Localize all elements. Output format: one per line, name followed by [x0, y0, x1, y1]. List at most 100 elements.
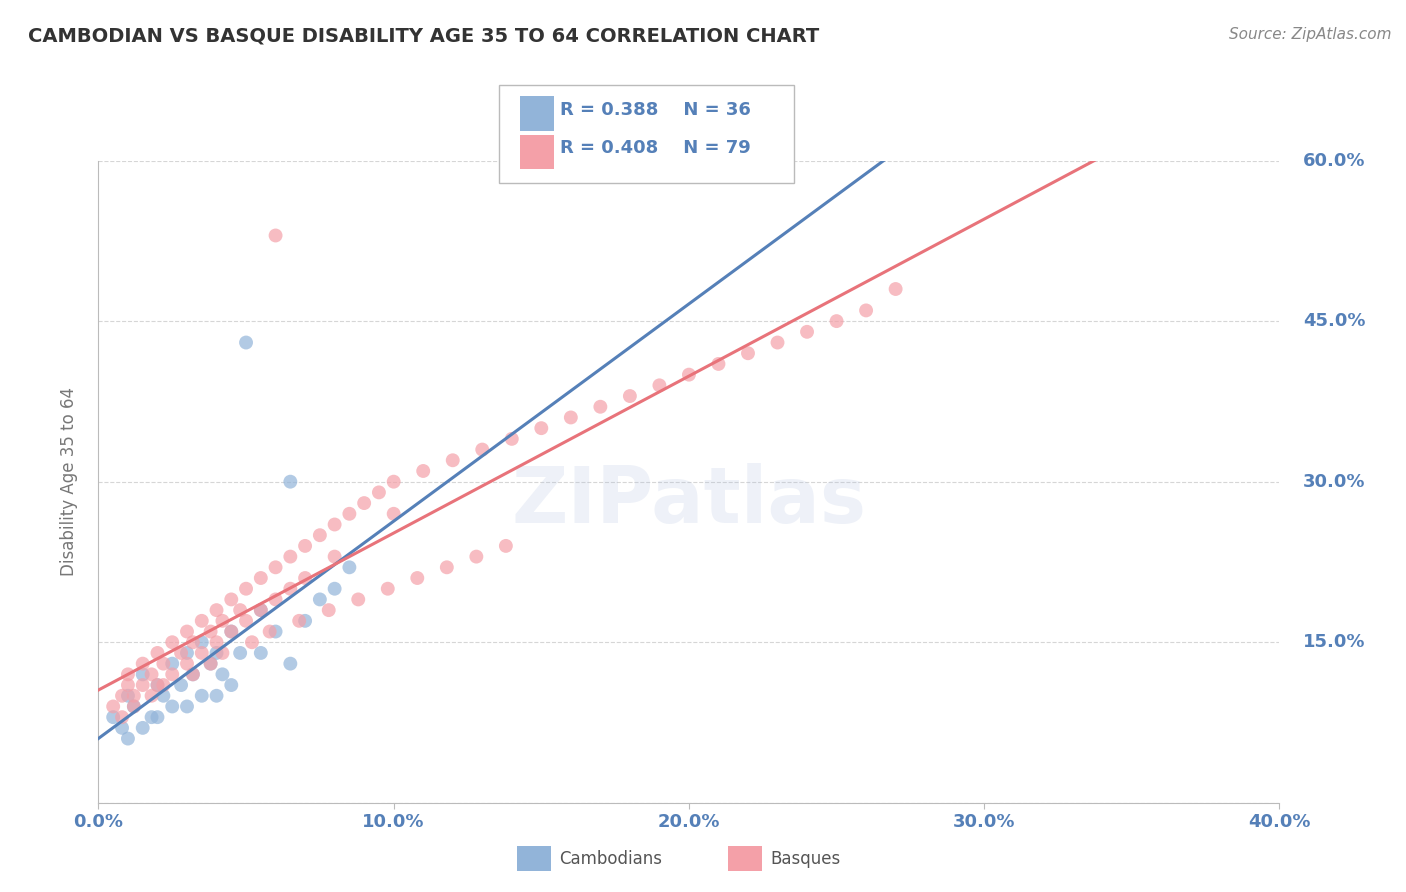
Point	[264, 592, 287, 607]
Point	[111, 721, 134, 735]
Point	[141, 667, 163, 681]
Point	[146, 710, 169, 724]
Point	[176, 699, 198, 714]
Text: ZIPatlas: ZIPatlas	[512, 463, 866, 539]
Point	[132, 657, 155, 671]
Point	[191, 689, 214, 703]
Point	[211, 667, 233, 681]
Point	[678, 368, 700, 382]
Point	[146, 678, 169, 692]
Point	[122, 699, 145, 714]
Point	[250, 603, 273, 617]
Point	[465, 549, 488, 564]
Point	[884, 282, 907, 296]
Point	[368, 485, 391, 500]
Point	[205, 689, 228, 703]
Point	[406, 571, 429, 585]
Point	[191, 635, 214, 649]
Point	[318, 603, 340, 617]
Point	[648, 378, 671, 392]
Text: Basques: Basques	[770, 849, 841, 868]
Point	[382, 475, 405, 489]
Point	[141, 689, 163, 703]
Point	[259, 624, 281, 639]
Point	[170, 678, 193, 692]
Point	[191, 614, 214, 628]
Text: 45.0%: 45.0%	[1303, 312, 1365, 330]
Point	[501, 432, 523, 446]
Point	[495, 539, 517, 553]
Point	[337, 507, 360, 521]
Point	[152, 689, 174, 703]
Point	[737, 346, 759, 360]
Point	[219, 624, 242, 639]
Point	[471, 442, 494, 457]
Point	[200, 657, 222, 671]
Point	[309, 592, 332, 607]
Point	[181, 635, 204, 649]
Point	[170, 646, 193, 660]
Point	[441, 453, 464, 467]
Point	[211, 646, 233, 660]
Text: 30.0%: 30.0%	[1303, 473, 1365, 491]
Point	[132, 667, 155, 681]
Point	[103, 710, 125, 724]
Point	[323, 582, 346, 596]
Point	[382, 507, 405, 521]
Point	[162, 635, 183, 649]
Text: R = 0.388    N = 36: R = 0.388 N = 36	[560, 101, 751, 119]
Point	[412, 464, 434, 478]
Text: 60.0%: 60.0%	[1303, 152, 1365, 169]
Point	[162, 657, 183, 671]
Point	[141, 710, 163, 724]
Point	[235, 614, 257, 628]
Point	[309, 528, 332, 542]
Point	[264, 560, 287, 574]
Point	[146, 678, 169, 692]
Point	[294, 539, 316, 553]
Point	[353, 496, 375, 510]
Point	[288, 614, 311, 628]
Point	[200, 624, 222, 639]
Text: Cambodians: Cambodians	[560, 849, 662, 868]
Point	[229, 646, 252, 660]
Point	[825, 314, 848, 328]
Point	[250, 603, 273, 617]
Point	[240, 635, 263, 649]
Point	[122, 689, 145, 703]
Point	[111, 710, 134, 724]
Point	[219, 592, 242, 607]
Point	[205, 646, 228, 660]
Point	[146, 646, 169, 660]
Point	[176, 624, 198, 639]
Y-axis label: Disability Age 35 to 64: Disability Age 35 to 64	[59, 387, 77, 576]
Point	[707, 357, 730, 371]
Point	[294, 571, 316, 585]
Point	[323, 549, 346, 564]
Point	[766, 335, 789, 350]
Point	[219, 624, 242, 639]
Point	[219, 678, 242, 692]
Point	[152, 678, 174, 692]
Point	[278, 657, 302, 671]
Point	[589, 400, 612, 414]
Text: Source: ZipAtlas.com: Source: ZipAtlas.com	[1229, 27, 1392, 42]
Point	[162, 667, 183, 681]
Point	[117, 678, 139, 692]
Point	[294, 614, 316, 628]
Point	[278, 475, 302, 489]
Point	[162, 699, 183, 714]
Point	[122, 699, 145, 714]
Point	[200, 657, 222, 671]
Point	[152, 657, 174, 671]
Point	[132, 678, 155, 692]
Point	[530, 421, 553, 435]
Point	[117, 689, 139, 703]
Point	[117, 731, 139, 746]
Point	[176, 646, 198, 660]
Text: 15.0%: 15.0%	[1303, 633, 1365, 651]
Point	[205, 603, 228, 617]
Point	[103, 699, 125, 714]
Point	[377, 582, 399, 596]
Point	[117, 667, 139, 681]
